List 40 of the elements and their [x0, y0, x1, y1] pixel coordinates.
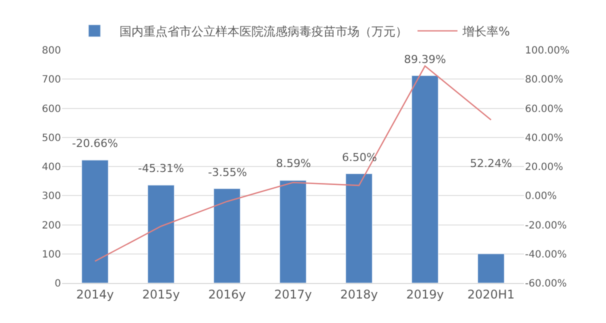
- bar: [280, 180, 306, 283]
- annotation: -3.55%: [208, 166, 247, 179]
- y2-tick-label: 40.00%: [525, 132, 564, 144]
- bar: [82, 160, 108, 283]
- y2-tick-label: 80.00%: [525, 74, 564, 86]
- legend-label: 国内重点省市公立样本医院流感病毒疫苗市场（万元）: [120, 24, 408, 39]
- x-tick-label: 2016y: [208, 287, 246, 302]
- y-tick-label: 500: [42, 132, 61, 144]
- bar: [148, 184, 174, 283]
- y-tick-label: 800: [42, 46, 61, 56]
- annotation: 8.59%: [276, 157, 311, 170]
- x-tick-label: 2020H1: [467, 287, 515, 302]
- y-tick-label: 400: [42, 162, 61, 173]
- y2-tick-label: -40.00%: [525, 249, 567, 260]
- annotation: 52.24%: [470, 157, 512, 170]
- y-tick-label: 200: [42, 220, 61, 232]
- legend-label: 增长率%: [462, 24, 510, 39]
- annotation: -45.31%: [138, 162, 184, 175]
- y-tick-label: 100: [42, 249, 61, 260]
- x-tick-label: 2014y: [76, 287, 114, 302]
- x-tick-label: 2019y: [406, 287, 444, 302]
- x-tick-label: 2018y: [340, 287, 378, 302]
- y2-tick-label: 20.00%: [525, 162, 564, 173]
- bar: [478, 254, 504, 283]
- annotation: -20.66%: [72, 137, 118, 150]
- y2-tick-label: 100.00%: [525, 46, 570, 56]
- y-tick-label: 600: [42, 104, 61, 115]
- y-tick-label: 300: [42, 191, 61, 202]
- x-tick-label: 2015y: [142, 287, 180, 302]
- y-tick-label: 0: [54, 278, 61, 290]
- bar: [412, 75, 438, 283]
- y2-tick-label: 0.00%: [525, 191, 557, 202]
- y2-tick-label: -20.00%: [525, 220, 567, 232]
- y2-tick-label: 60.00%: [525, 104, 564, 115]
- y-tick-label: 700: [42, 74, 61, 86]
- bar: [214, 188, 240, 283]
- bar: [346, 174, 372, 283]
- y2-tick-label: -60.00%: [525, 278, 567, 290]
- x-tick-label: 2017y: [274, 287, 312, 302]
- annotation: 89.39%: [404, 53, 446, 66]
